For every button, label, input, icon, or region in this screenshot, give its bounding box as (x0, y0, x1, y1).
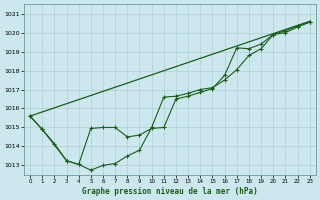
X-axis label: Graphe pression niveau de la mer (hPa): Graphe pression niveau de la mer (hPa) (82, 187, 258, 196)
